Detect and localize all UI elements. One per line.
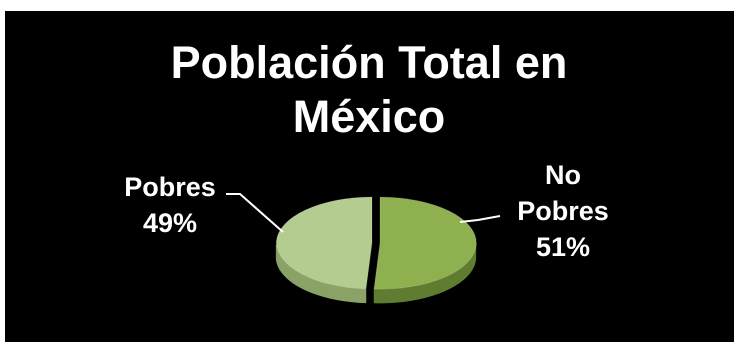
chart-frame — [5, 11, 734, 342]
slice-label-no-pobres-value: 51% — [536, 232, 590, 262]
leader-line-pobres — [226, 193, 284, 233]
chart-title-line-1: Población Total en — [171, 37, 568, 88]
slice-label-no-pobres-line-1: No — [545, 160, 581, 190]
leader-line-no-pobres — [459, 215, 501, 223]
slice-label-no-pobres-line-2: Pobres — [517, 196, 609, 226]
chart-title-line-2: México — [293, 91, 446, 142]
slice-label-pobres-value: 49% — [143, 208, 197, 238]
pie-slice-side-pobres — [275, 245, 367, 304]
slice-label-pobres-name: Pobres — [124, 172, 216, 202]
pie-slice-pobres — [275, 196, 373, 290]
pie-slices — [275, 196, 477, 304]
pie-slice-no-pobres — [373, 196, 477, 290]
